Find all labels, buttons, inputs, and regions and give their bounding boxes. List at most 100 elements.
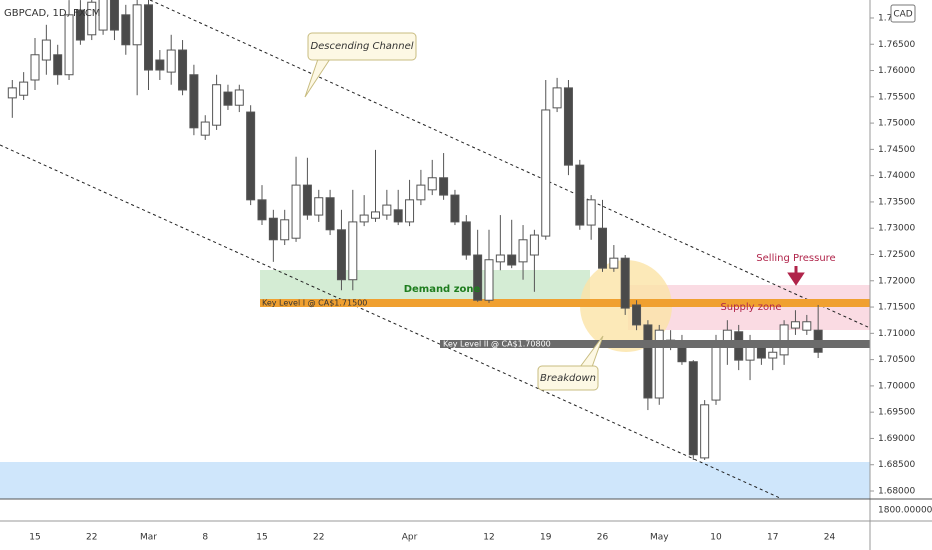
candle-body (405, 199, 415, 223)
x-tick-label: 15 (29, 533, 40, 543)
candle-body (393, 209, 403, 223)
candle-body (30, 54, 40, 81)
candle-body (325, 197, 335, 231)
candle-body (495, 254, 505, 263)
key-level-1-label: Key Level I @ CA$1.71500 (262, 299, 367, 308)
currency-label: CAD (893, 10, 912, 20)
x-tick-label: 12 (483, 533, 494, 543)
candle-body (223, 91, 233, 106)
x-tick-label: 17 (767, 533, 778, 543)
y-tick-label: 1.75500 (878, 92, 915, 102)
candle-body (155, 59, 165, 71)
candle-body (427, 177, 437, 191)
candle-body (518, 239, 528, 263)
y-tick-label: 1.69000 (878, 434, 915, 444)
candle-body (598, 227, 607, 269)
candle-body (416, 184, 426, 201)
candle-body (632, 304, 642, 326)
candle-body (711, 344, 721, 401)
candle-body (53, 54, 63, 76)
key-level-2-label: Key Level II @ CA$1.70800 (443, 340, 551, 349)
candle-body (552, 87, 562, 109)
symbol-title: GBPCAD, 1D, FXCM (4, 8, 100, 19)
candle-body (189, 74, 199, 129)
candle-body (348, 221, 358, 281)
breakdown-label: Breakdown (540, 373, 596, 384)
channel-lower (0, 144, 781, 499)
x-tick-label: Apr (402, 533, 418, 543)
candle-body (779, 324, 789, 356)
candle-body (643, 324, 653, 399)
plot-area (0, 0, 870, 499)
candle-body (132, 4, 142, 46)
candle-body (291, 184, 301, 239)
y-tick-label: 1.68000 (878, 487, 915, 497)
key-level-1-band (260, 299, 870, 307)
x-tick-label: 8 (202, 533, 208, 543)
candle-body (75, 9, 85, 41)
demand-label: Demand zone (404, 284, 481, 295)
candle-body (484, 259, 494, 301)
y-tick-label: 1.71500 (878, 303, 915, 313)
x-tick-label: 22 (313, 533, 324, 543)
candle-body (19, 81, 29, 96)
candle-body (700, 404, 710, 459)
y-tick-label: 1.69500 (878, 408, 915, 418)
candles (7, 0, 823, 461)
candle-body (98, 0, 108, 31)
candle-body (529, 234, 539, 256)
y-tick-label: 1.68500 (878, 460, 915, 470)
candle-body (144, 4, 153, 71)
candle-body (507, 254, 517, 266)
x-tick-label: Mar (140, 533, 157, 543)
candle-body (87, 1, 97, 36)
candle-body (314, 197, 324, 216)
candle-body (41, 39, 51, 61)
candle-body (371, 211, 380, 219)
blue-zone (0, 462, 870, 499)
y-tick-label: 1.73500 (878, 197, 915, 207)
candle-body (359, 214, 369, 223)
y-tick-label: 1.74500 (878, 145, 915, 155)
y-tick-label: 1.71000 (878, 329, 915, 339)
callout-pointer (579, 335, 604, 368)
candle-body (302, 184, 312, 216)
candle-body (575, 164, 585, 226)
x-tick-label: May (650, 533, 669, 543)
candle-body (439, 177, 449, 196)
candle-body (109, 0, 119, 31)
candle-body (541, 109, 551, 237)
candle-body (473, 254, 483, 301)
y-tick-label: 1.70500 (878, 355, 915, 365)
candle-body (178, 49, 188, 91)
supply-label: Supply zone (720, 302, 781, 313)
candle-body (257, 199, 267, 221)
candle-body (768, 351, 778, 359)
selling-label: Selling Pressure (756, 253, 835, 264)
y-tick-label: 1.76500 (878, 40, 915, 50)
candle-body (166, 49, 176, 73)
y-tick-label: 1.73000 (878, 224, 915, 234)
candle-body (268, 217, 278, 241)
candle-body (7, 87, 17, 99)
y-tick-label: 1.72500 (878, 250, 915, 260)
candle-body (802, 321, 812, 331)
candle-body (563, 87, 573, 166)
x-tick-label: 19 (540, 533, 552, 543)
x-tick-label: 15 (256, 533, 267, 543)
x-tick-label: 26 (597, 533, 609, 543)
candle-body (336, 229, 346, 281)
candle-body (246, 111, 256, 201)
y-tick-label: 1.72000 (878, 276, 915, 286)
candle-body (586, 199, 596, 226)
candle-body (382, 204, 392, 216)
price-axis: 1.68000 1.68500 1.69000 1.69500 1.70000 1.705… (870, 13, 915, 497)
y-tick-label: 1.75000 (878, 119, 915, 129)
candle-body (200, 121, 210, 136)
candle-body (609, 257, 619, 269)
candle-body (450, 194, 460, 223)
callout-pointer (304, 58, 331, 98)
volume-scale-label: 1800.00000 (878, 506, 932, 516)
currency-box (890, 4, 916, 23)
y-tick-label: 1.76000 (878, 66, 915, 76)
